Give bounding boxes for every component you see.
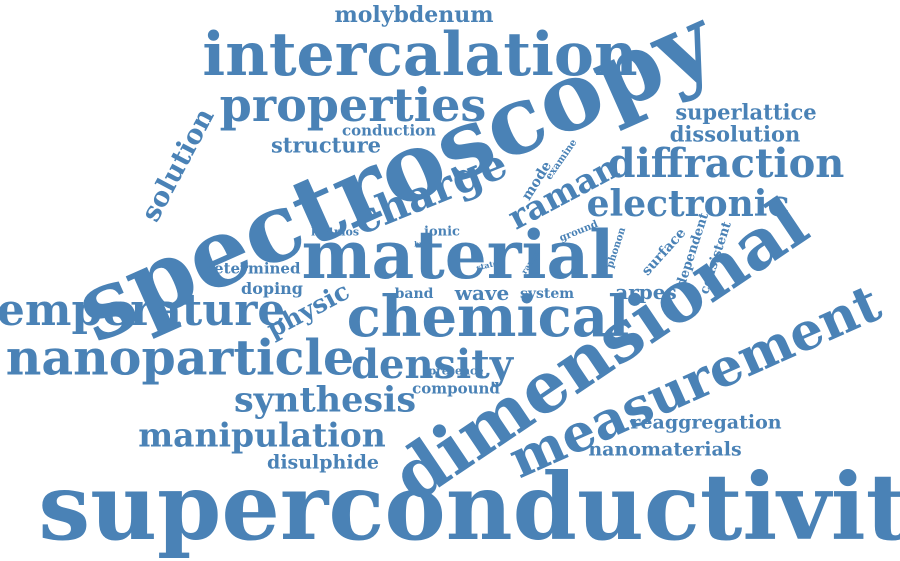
word-structure: structure <box>270 132 382 158</box>
word-presence: presence <box>428 364 484 378</box>
word-conduction: conduction <box>341 121 437 140</box>
word-compound: compound <box>412 379 500 398</box>
word-chemical: chemical <box>346 284 630 350</box>
word-density: density <box>351 341 513 388</box>
word-nanoparticle: nanoparticle <box>5 328 355 387</box>
word-k04mos: k04mos <box>310 225 360 239</box>
word-synthesis: synthesis <box>233 379 417 421</box>
word-superconductivity: superconductivity <box>38 453 900 561</box>
word-determined: determined <box>203 259 301 278</box>
word-reaggregation: reaggregation <box>630 411 782 434</box>
word-superlattice: superlattice <box>675 99 817 125</box>
word-diffraction: diffraction <box>607 140 845 187</box>
word-intercalation: intercalation <box>202 20 638 90</box>
word-system: system <box>519 286 575 302</box>
word-arpes: arpes <box>615 280 677 304</box>
word-bulk: bulk <box>414 239 432 249</box>
word-doping: doping <box>241 279 303 298</box>
word-temperature: temperature <box>0 285 286 336</box>
word-disulphide: disulphide <box>267 451 379 474</box>
word-band: band <box>394 286 434 302</box>
word-molybdenum: molybdenum <box>334 2 494 28</box>
word-properties: properties <box>219 78 487 132</box>
word-manipulation: manipulation <box>138 415 386 455</box>
word-wave: wave <box>454 281 510 305</box>
word-dissolution: dissolution <box>669 121 801 147</box>
word-electronic: electronic <box>586 183 790 225</box>
word-ionic: ionic <box>424 224 460 240</box>
word-material: material <box>301 216 615 294</box>
word-nanomaterials: nanomaterials <box>588 438 742 461</box>
